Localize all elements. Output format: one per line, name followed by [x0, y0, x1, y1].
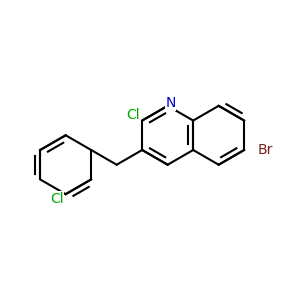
Text: Cl: Cl	[50, 192, 64, 206]
Text: Br: Br	[257, 143, 273, 157]
Text: N: N	[165, 96, 176, 110]
Text: Cl: Cl	[127, 108, 140, 122]
